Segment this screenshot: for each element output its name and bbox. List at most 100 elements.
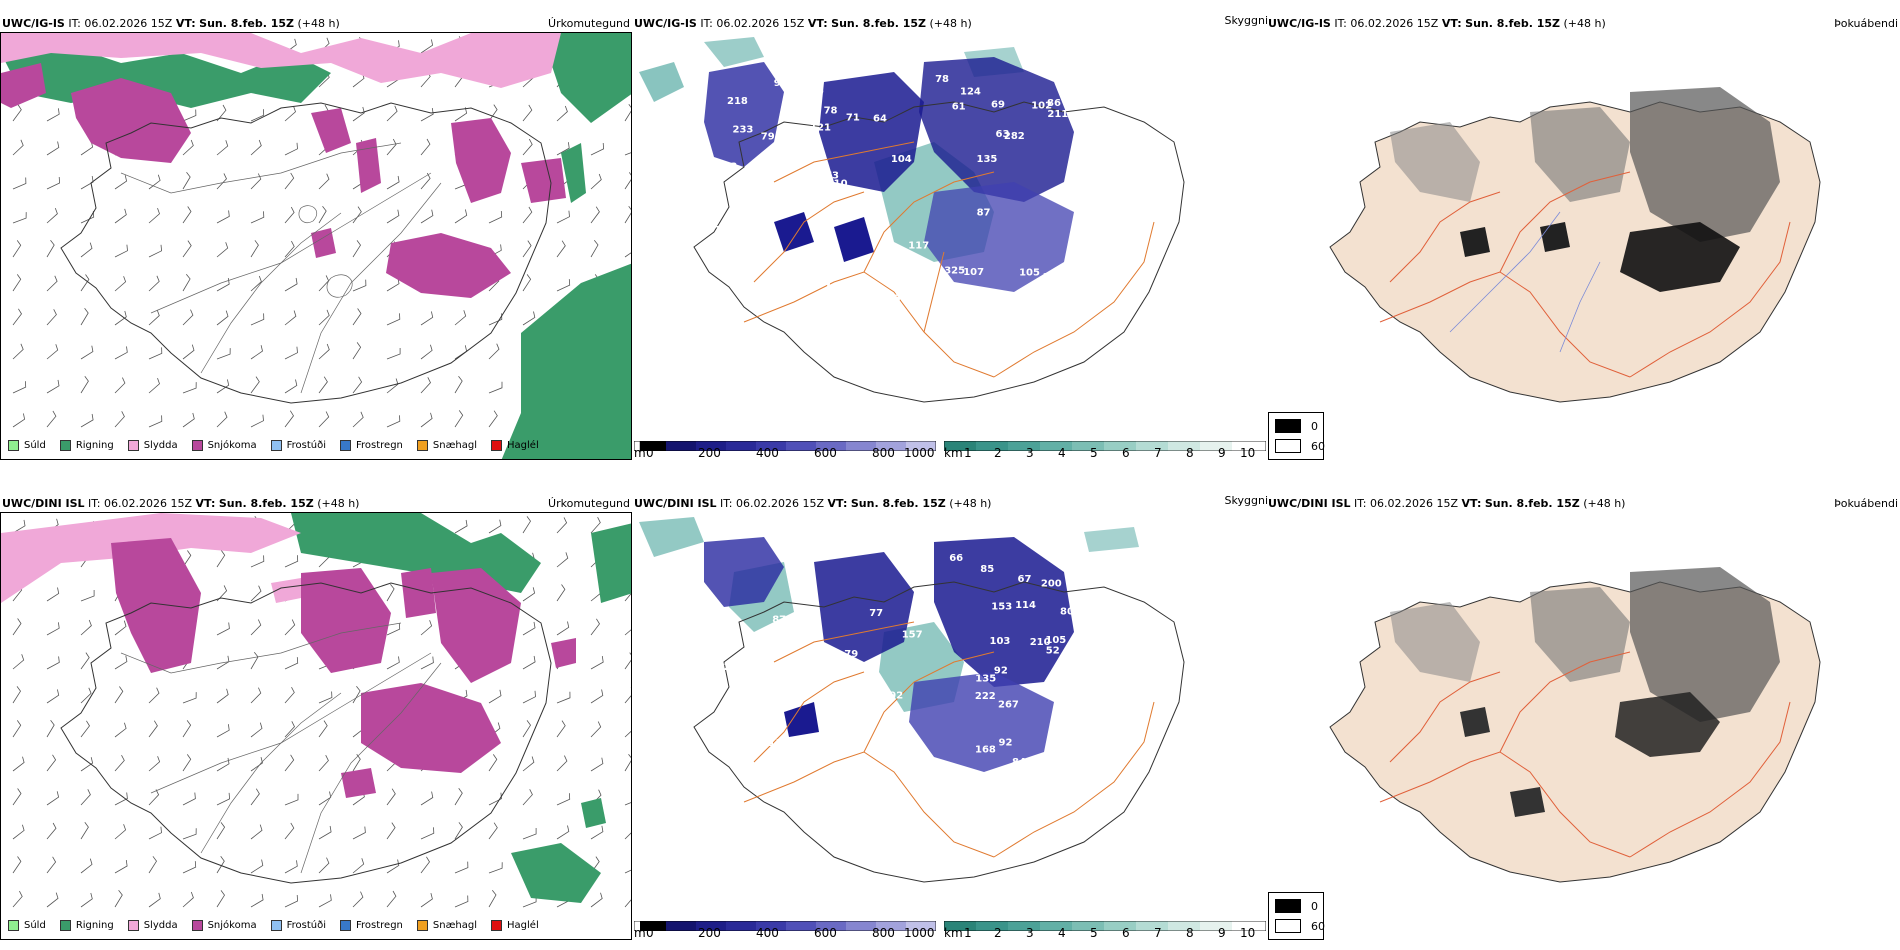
wind-barb xyxy=(80,687,92,704)
wind-barb xyxy=(284,105,296,122)
fog-gray-areas xyxy=(1390,87,1780,292)
wind-barb xyxy=(114,411,125,428)
rivers-fog xyxy=(1449,211,1601,353)
wind-barb xyxy=(522,274,532,292)
elevation-label: 69 xyxy=(787,252,801,263)
wind-barb xyxy=(46,892,59,908)
wind-barb xyxy=(522,206,533,224)
legend-item-snjokoma-2: Snjókoma xyxy=(191,920,257,931)
precip-panel-name: Úrkomutegund xyxy=(548,17,630,30)
elevation-label: 102 xyxy=(1031,101,1052,112)
sleet-areas xyxy=(1,33,561,88)
wind-barb xyxy=(488,689,502,704)
wind-barb xyxy=(352,106,365,122)
wind-barb xyxy=(46,656,60,670)
wind-barb xyxy=(12,519,26,534)
elevation-label: 65 xyxy=(1062,70,1076,81)
wind-barb xyxy=(454,310,467,326)
wind-barb xyxy=(12,824,25,840)
wind-barb xyxy=(46,379,60,394)
wind-barb xyxy=(182,172,191,190)
wind-barb xyxy=(46,108,60,122)
legend-item-sudl-2: Súld xyxy=(8,920,46,931)
wind-barb xyxy=(318,309,330,326)
elevation-tick-200: 200 xyxy=(698,446,721,460)
wind-barb xyxy=(352,685,361,704)
elevation-tick-400: 400 xyxy=(756,446,779,460)
wind-barb xyxy=(114,620,127,636)
wind-barb xyxy=(522,621,536,636)
wind-barb xyxy=(420,856,430,874)
elevation-label: 94 xyxy=(774,78,788,89)
elevation-label: 63 xyxy=(996,129,1010,140)
wind-barb xyxy=(148,856,157,874)
wind-barb xyxy=(522,690,536,704)
wind-barb xyxy=(556,793,571,806)
wind-barb xyxy=(216,411,228,428)
wind-barb xyxy=(284,754,295,772)
wind-barb xyxy=(12,788,22,806)
wind-barb xyxy=(420,311,434,326)
visibility-tick-8-2: 8 xyxy=(1186,926,1194,940)
precip-map[interactable] xyxy=(0,32,632,460)
precip-map-2[interactable] xyxy=(0,512,632,940)
wind-barb xyxy=(216,890,225,908)
elevation-label: 105 xyxy=(1019,267,1040,278)
wind-barb xyxy=(148,377,160,394)
wind-barb xyxy=(216,310,229,326)
wind-barb xyxy=(114,208,127,224)
legend-item-frostregn-2: Frostregn xyxy=(340,920,403,931)
wind-barb xyxy=(318,857,330,874)
elevation-label: 78 xyxy=(935,74,949,85)
wind-barb xyxy=(420,344,433,360)
fog-title-2: UWC/DINI ISL IT: 06.02.2026 15Z VT: Sun.… xyxy=(1268,497,1626,510)
wind-barb xyxy=(488,381,503,394)
wind-barb xyxy=(318,411,330,428)
elevation-label: 150 xyxy=(887,293,908,304)
wind-barb xyxy=(80,757,94,772)
wind-barb xyxy=(624,585,631,602)
wind-barb xyxy=(522,587,536,602)
fog-map-2[interactable] xyxy=(1300,512,1860,912)
elevation-label: 135 xyxy=(975,673,996,684)
elevation-label: 80 xyxy=(1060,607,1074,618)
wind-barb xyxy=(624,869,631,874)
wind-barb xyxy=(284,555,299,568)
wind-barb xyxy=(454,519,468,534)
wind-barb xyxy=(250,414,264,428)
wind-barb xyxy=(46,344,59,360)
wind-barb xyxy=(454,410,464,428)
visibility-title: UWC/IG-IS IT: 06.02.2026 15Z VT: Sun. 8.… xyxy=(634,17,972,30)
wind-barb xyxy=(250,173,262,190)
wind-barb xyxy=(284,619,296,636)
elevation-tick-400-2: 400 xyxy=(756,926,779,940)
wind-barb xyxy=(420,827,435,840)
wind-barb xyxy=(352,754,361,772)
wind-barb xyxy=(590,656,604,670)
wind-barb xyxy=(250,788,260,806)
wind-barb xyxy=(284,793,299,806)
fog-map[interactable] xyxy=(1300,32,1860,432)
wind-barb xyxy=(114,792,128,806)
wind-barb xyxy=(624,753,631,772)
elevation-label: 222 xyxy=(975,691,996,702)
wind-barb xyxy=(114,722,127,738)
wind-barb xyxy=(216,104,227,122)
wind-barb xyxy=(488,792,502,806)
wind-barb xyxy=(46,622,60,636)
wind-barb xyxy=(114,175,128,190)
wind-barb xyxy=(12,381,27,394)
wind-barb xyxy=(182,412,195,428)
legend-item-hagel: Haglél xyxy=(491,440,539,451)
wind-barb xyxy=(148,309,160,326)
wind-barb xyxy=(148,789,160,806)
wind-barb xyxy=(148,347,163,360)
roads-fog-2 xyxy=(1379,651,1791,858)
elevation-label: 61 xyxy=(952,102,966,113)
wind-barb xyxy=(488,889,497,908)
wind-barb xyxy=(216,140,229,156)
